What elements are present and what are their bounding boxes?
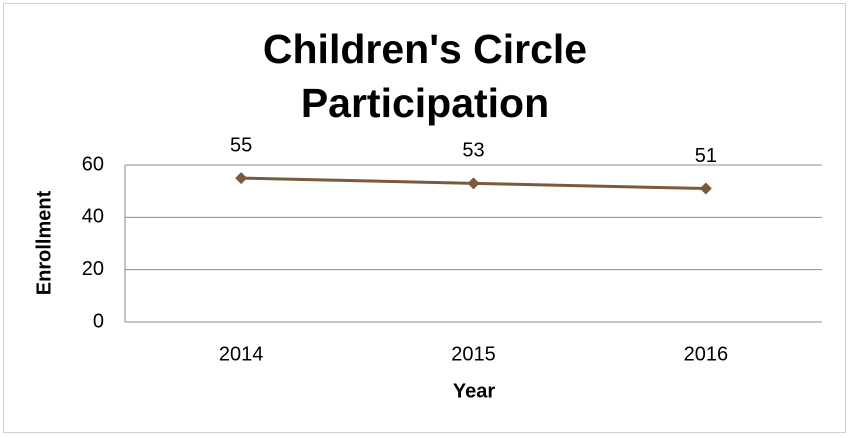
data-label: 53	[462, 140, 484, 162]
y-axis-label: Enrollment	[33, 190, 55, 295]
y-tick-label: 40	[82, 206, 104, 228]
x-axis-label: Year	[453, 380, 495, 402]
data-point	[235, 172, 248, 185]
x-tick-label: 2015	[451, 343, 496, 365]
data-label: 51	[695, 145, 717, 167]
y-tick-label: 60	[82, 153, 104, 175]
x-tick-label: 2016	[684, 343, 729, 365]
data-point	[699, 182, 712, 195]
data-label: 55	[230, 134, 252, 156]
y-tick-label: 20	[82, 258, 104, 280]
y-tick-label: 0	[93, 310, 104, 332]
chart-border	[3, 3, 846, 433]
chart-title: Children's Circle Participation	[262, 26, 588, 126]
x-tick-label: 2014	[219, 343, 264, 365]
data-point	[467, 177, 480, 190]
